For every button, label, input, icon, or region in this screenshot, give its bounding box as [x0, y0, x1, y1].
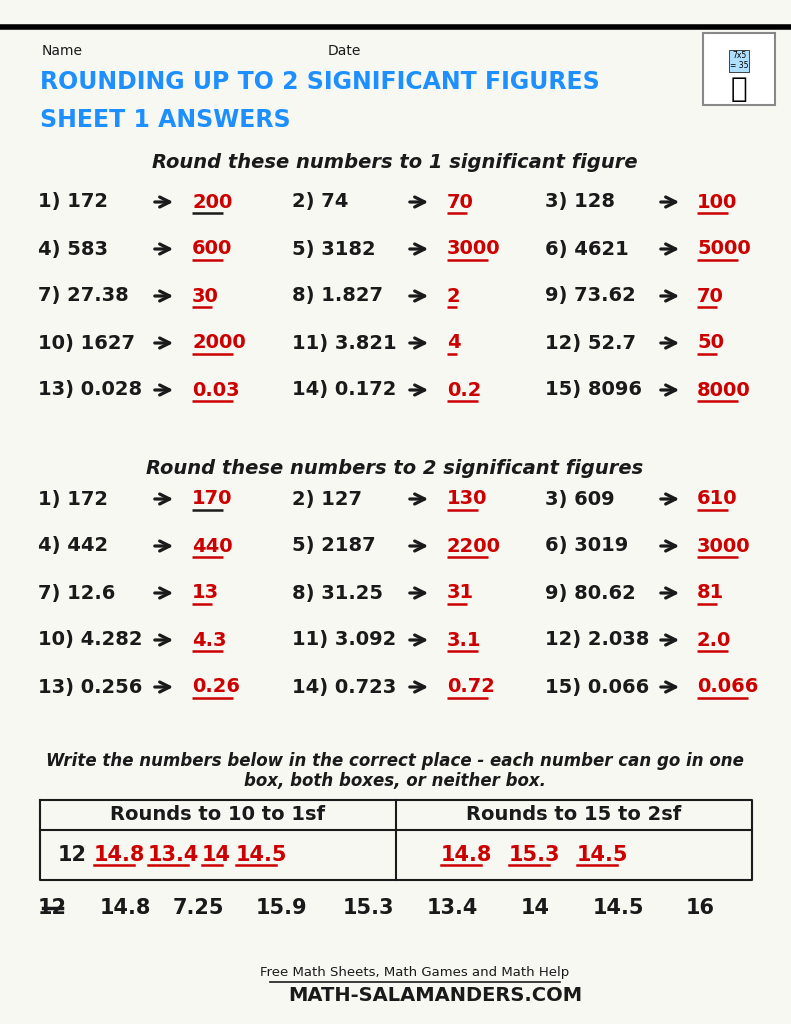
Text: box, both boxes, or neither box.: box, both boxes, or neither box. [244, 772, 546, 790]
Text: 3.1: 3.1 [447, 631, 482, 649]
Text: Write the numbers below in the correct place - each number can go in one: Write the numbers below in the correct p… [46, 752, 744, 770]
Text: 5) 3182: 5) 3182 [292, 240, 376, 258]
Text: 15.3: 15.3 [509, 845, 561, 865]
Text: 4) 583: 4) 583 [38, 240, 108, 258]
Text: 3) 609: 3) 609 [545, 489, 615, 509]
Text: 440: 440 [192, 537, 233, 555]
Text: 1) 172: 1) 172 [38, 489, 108, 509]
Text: 2000: 2000 [192, 334, 246, 352]
Text: 13) 0.256: 13) 0.256 [38, 678, 142, 696]
Text: 100: 100 [697, 193, 737, 212]
Text: 14.5: 14.5 [236, 845, 287, 865]
Text: 14.8: 14.8 [94, 845, 146, 865]
Text: 15.9: 15.9 [256, 898, 308, 918]
Text: 14.5: 14.5 [577, 845, 629, 865]
Text: 0.26: 0.26 [192, 678, 240, 696]
Text: 4.3: 4.3 [192, 631, 226, 649]
Text: 7) 12.6: 7) 12.6 [38, 584, 115, 602]
Text: 1) 172: 1) 172 [38, 193, 108, 212]
Text: 15.3: 15.3 [343, 898, 394, 918]
Text: 3000: 3000 [697, 537, 751, 555]
Text: 🦁: 🦁 [731, 75, 747, 103]
Text: 8000: 8000 [697, 381, 751, 399]
Text: 14) 0.723: 14) 0.723 [292, 678, 396, 696]
Text: 7.25: 7.25 [172, 898, 224, 918]
Text: 7x5
= 35: 7x5 = 35 [730, 51, 748, 71]
Text: 14: 14 [520, 898, 550, 918]
Text: Rounds to 15 to 2sf: Rounds to 15 to 2sf [467, 806, 682, 824]
Bar [703, 33, 775, 105]
Text: 30: 30 [192, 287, 219, 305]
Text: 50: 50 [697, 334, 724, 352]
Text: 11) 3.821: 11) 3.821 [292, 334, 396, 352]
Text: 14.8: 14.8 [441, 845, 492, 865]
Text: Rounds to 10 to 1sf: Rounds to 10 to 1sf [111, 806, 326, 824]
Text: 14: 14 [202, 845, 231, 865]
Text: 16: 16 [686, 898, 714, 918]
Text: 13.4: 13.4 [426, 898, 478, 918]
Text: 0.72: 0.72 [447, 678, 495, 696]
Text: 12) 52.7: 12) 52.7 [545, 334, 636, 352]
Text: 13.4: 13.4 [148, 845, 199, 865]
Text: 0.03: 0.03 [192, 381, 240, 399]
Text: 70: 70 [447, 193, 474, 212]
Text: 200: 200 [192, 193, 233, 212]
Text: Date: Date [328, 44, 361, 58]
Text: 11) 3.092: 11) 3.092 [292, 631, 396, 649]
Text: 2) 127: 2) 127 [292, 489, 362, 509]
Text: 610: 610 [697, 489, 738, 509]
Text: 12) 2.038: 12) 2.038 [545, 631, 649, 649]
Text: 0.066: 0.066 [697, 678, 759, 696]
Text: MATH-SALAMANDERS.COM: MATH-SALAMANDERS.COM [288, 986, 582, 1005]
Text: 6) 4621: 6) 4621 [545, 240, 629, 258]
Text: 8) 31.25: 8) 31.25 [292, 584, 383, 602]
Text: 14.5: 14.5 [592, 898, 644, 918]
Text: 5000: 5000 [697, 240, 751, 258]
Text: 15) 0.066: 15) 0.066 [545, 678, 649, 696]
Text: 3) 128: 3) 128 [545, 193, 615, 212]
Text: 13) 0.028: 13) 0.028 [38, 381, 142, 399]
Text: 130: 130 [447, 489, 487, 509]
Text: Free Math Sheets, Math Games and Math Help: Free Math Sheets, Math Games and Math He… [260, 966, 570, 979]
Text: 9) 73.62: 9) 73.62 [545, 287, 636, 305]
Text: 2200: 2200 [447, 537, 501, 555]
Text: 6) 3019: 6) 3019 [545, 537, 628, 555]
Text: 170: 170 [192, 489, 233, 509]
Text: 4: 4 [447, 334, 460, 352]
Text: 600: 600 [192, 240, 233, 258]
Text: SHEET 1 ANSWERS: SHEET 1 ANSWERS [40, 108, 290, 132]
Text: 81: 81 [697, 584, 725, 602]
Text: 2.0: 2.0 [697, 631, 732, 649]
Text: 4) 442: 4) 442 [38, 537, 108, 555]
Text: 14) 0.172: 14) 0.172 [292, 381, 396, 399]
Text: 7) 27.38: 7) 27.38 [38, 287, 129, 305]
Text: 70: 70 [697, 287, 724, 305]
Text: 8) 1.827: 8) 1.827 [292, 287, 383, 305]
Text: 13: 13 [192, 584, 219, 602]
Text: 14.8: 14.8 [100, 898, 151, 918]
Text: 10) 4.282: 10) 4.282 [38, 631, 142, 649]
Text: 2) 74: 2) 74 [292, 193, 348, 212]
Text: 3000: 3000 [447, 240, 501, 258]
Text: 10) 1627: 10) 1627 [38, 334, 135, 352]
Text: 5) 2187: 5) 2187 [292, 537, 376, 555]
Text: Name: Name [42, 44, 83, 58]
Text: 2: 2 [447, 287, 460, 305]
Text: 9) 80.62: 9) 80.62 [545, 584, 636, 602]
Text: 0.2: 0.2 [447, 381, 482, 399]
Text: ROUNDING UP TO 2 SIGNIFICANT FIGURES: ROUNDING UP TO 2 SIGNIFICANT FIGURES [40, 70, 600, 94]
Text: Round these numbers to 2 significant figures: Round these numbers to 2 significant fig… [146, 459, 644, 478]
Text: 12: 12 [58, 845, 87, 865]
Text: 12: 12 [37, 898, 66, 918]
Text: 15) 8096: 15) 8096 [545, 381, 642, 399]
Text: 31: 31 [447, 584, 474, 602]
Text: Round these numbers to 1 significant figure: Round these numbers to 1 significant fig… [152, 153, 638, 172]
